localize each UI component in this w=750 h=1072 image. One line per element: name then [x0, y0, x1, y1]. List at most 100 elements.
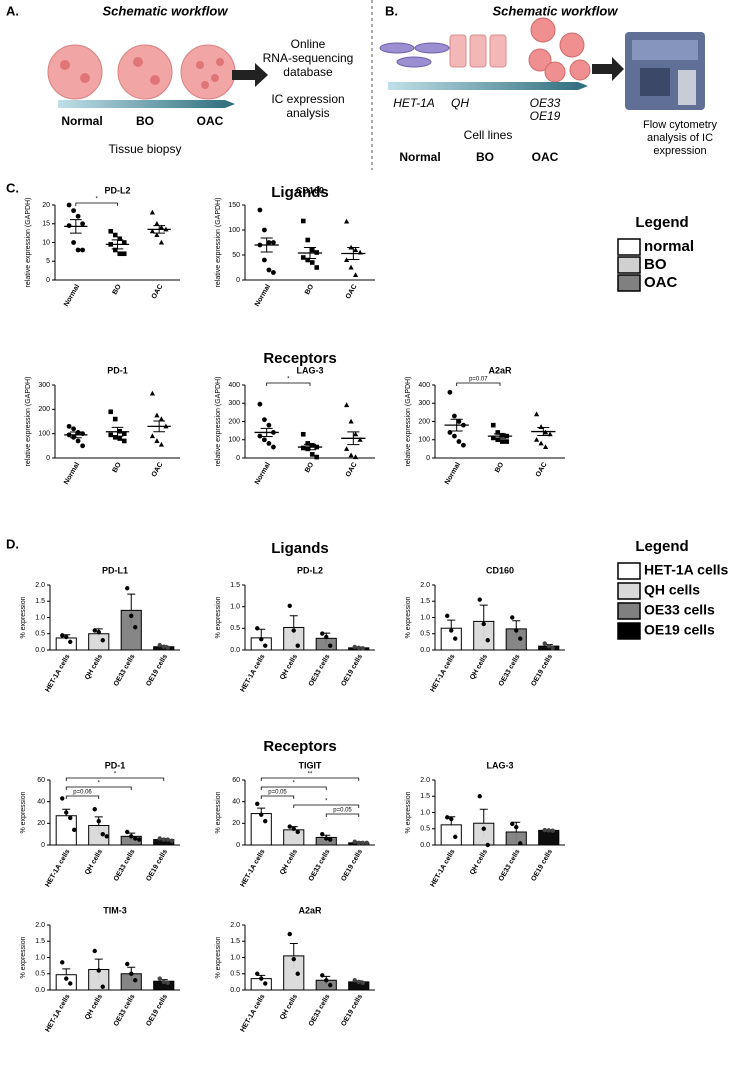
- data-point: [495, 430, 501, 435]
- x-tick-label: HET-1A cells: [429, 653, 456, 693]
- x-tick-label: QH cells: [469, 848, 489, 876]
- y-tick-label: 0.0: [420, 647, 430, 654]
- error-bar: [260, 237, 273, 253]
- data-point: [165, 645, 170, 650]
- data-point: [117, 436, 123, 441]
- data-point: [100, 831, 105, 837]
- x-tick-label: OAC: [345, 283, 359, 300]
- legend-swatch: [617, 602, 641, 620]
- x-tick-label: OAC: [151, 461, 165, 478]
- significance-bracket: [293, 804, 360, 808]
- data-point: [96, 629, 101, 635]
- bar: [283, 955, 305, 991]
- data-point: [66, 423, 72, 429]
- x-tick-label: OE19 cells: [340, 848, 364, 882]
- data-point: [287, 931, 292, 937]
- data-point: [259, 812, 264, 817]
- group-label: Normal: [61, 114, 102, 128]
- data-point: [263, 818, 268, 824]
- data-point: [133, 978, 138, 983]
- data-point: [495, 437, 501, 443]
- data-point: [117, 251, 123, 257]
- y-tick-label: 200: [228, 418, 240, 425]
- data-point: [453, 834, 458, 840]
- data-point: [456, 439, 462, 444]
- data-point: [104, 834, 109, 839]
- x-tick-label: Normal: [254, 283, 272, 307]
- data-point: [356, 840, 361, 846]
- bar: [55, 637, 77, 651]
- y-tick-label: 100: [38, 431, 50, 438]
- data-point: [100, 638, 105, 643]
- y-tick-label: 1.0: [230, 954, 240, 961]
- x-tick-label: QH cells: [84, 653, 104, 681]
- data-point: [75, 438, 81, 444]
- data-point: [328, 837, 333, 842]
- error-bar: [111, 426, 124, 437]
- cell-line: OE19: [530, 109, 561, 123]
- y-tick-label: 0: [41, 842, 45, 849]
- data-point: [352, 454, 359, 460]
- data-point: [161, 644, 166, 649]
- y-tick-label: 2.0: [35, 922, 45, 929]
- data-point: [262, 227, 267, 233]
- data-point: [343, 446, 350, 451]
- data-point: [71, 426, 76, 432]
- y-axis-label: relative expression (GAPDH): [405, 377, 412, 467]
- data-point: [309, 260, 315, 265]
- data-point: [291, 628, 296, 633]
- data-point: [348, 264, 354, 270]
- bar: [88, 633, 110, 651]
- data-point: [499, 439, 505, 444]
- bar: [283, 829, 305, 846]
- x-tick-label: Normal: [63, 283, 81, 307]
- data-point: [542, 444, 549, 450]
- data-point: [257, 433, 263, 439]
- data-point: [287, 603, 292, 608]
- data-point: [60, 796, 65, 801]
- data-point: [133, 625, 138, 630]
- data-point: [157, 836, 162, 841]
- y-tick-label: 2.0: [420, 777, 430, 784]
- bar: [120, 973, 142, 991]
- y-axis-label: % expression: [405, 791, 412, 833]
- y-tick-label: 0.5: [420, 826, 430, 833]
- data-point: [158, 416, 165, 422]
- legend-swatch: [617, 274, 641, 292]
- y-tick-label: 200: [38, 406, 50, 413]
- significance-label: *: [114, 772, 117, 778]
- data-point: [125, 961, 130, 967]
- schematic-a-art: [47, 0, 373, 170]
- y-tick-label: 0.0: [35, 987, 45, 994]
- y-tick-label: 1.0: [35, 614, 45, 621]
- data-point: [356, 979, 361, 985]
- x-tick-label: OE33 cells: [308, 993, 332, 1027]
- significance-bracket: [75, 202, 118, 206]
- analysis-text: expression: [653, 145, 706, 157]
- data-point: [324, 634, 329, 640]
- data-point: [305, 446, 311, 452]
- data-point: [154, 412, 160, 418]
- data-point: [149, 433, 156, 439]
- database-text: RNA-sequencing: [263, 51, 354, 65]
- error-bar: [111, 239, 124, 250]
- x-tick-label: BO: [304, 461, 316, 474]
- data-point: [266, 267, 272, 273]
- data-point: [314, 454, 320, 460]
- chart-title: PD-L1: [102, 565, 128, 575]
- y-tick-label: 1.0: [230, 604, 240, 611]
- data-point: [320, 831, 325, 837]
- y-tick-label: 1.5: [420, 598, 430, 605]
- data-point: [112, 416, 118, 422]
- data-point: [481, 826, 486, 831]
- y-tick-label: 1.5: [420, 793, 430, 800]
- chart-title: TIM-3: [103, 905, 127, 915]
- panel-label: B.: [385, 3, 398, 18]
- y-tick-label: 1.5: [35, 598, 45, 605]
- data-point: [64, 810, 69, 815]
- data-point: [121, 251, 127, 257]
- x-tick-label: QH cells: [84, 993, 104, 1021]
- chart-title: CD160: [486, 565, 514, 575]
- y-axis-label: % expression: [215, 936, 222, 978]
